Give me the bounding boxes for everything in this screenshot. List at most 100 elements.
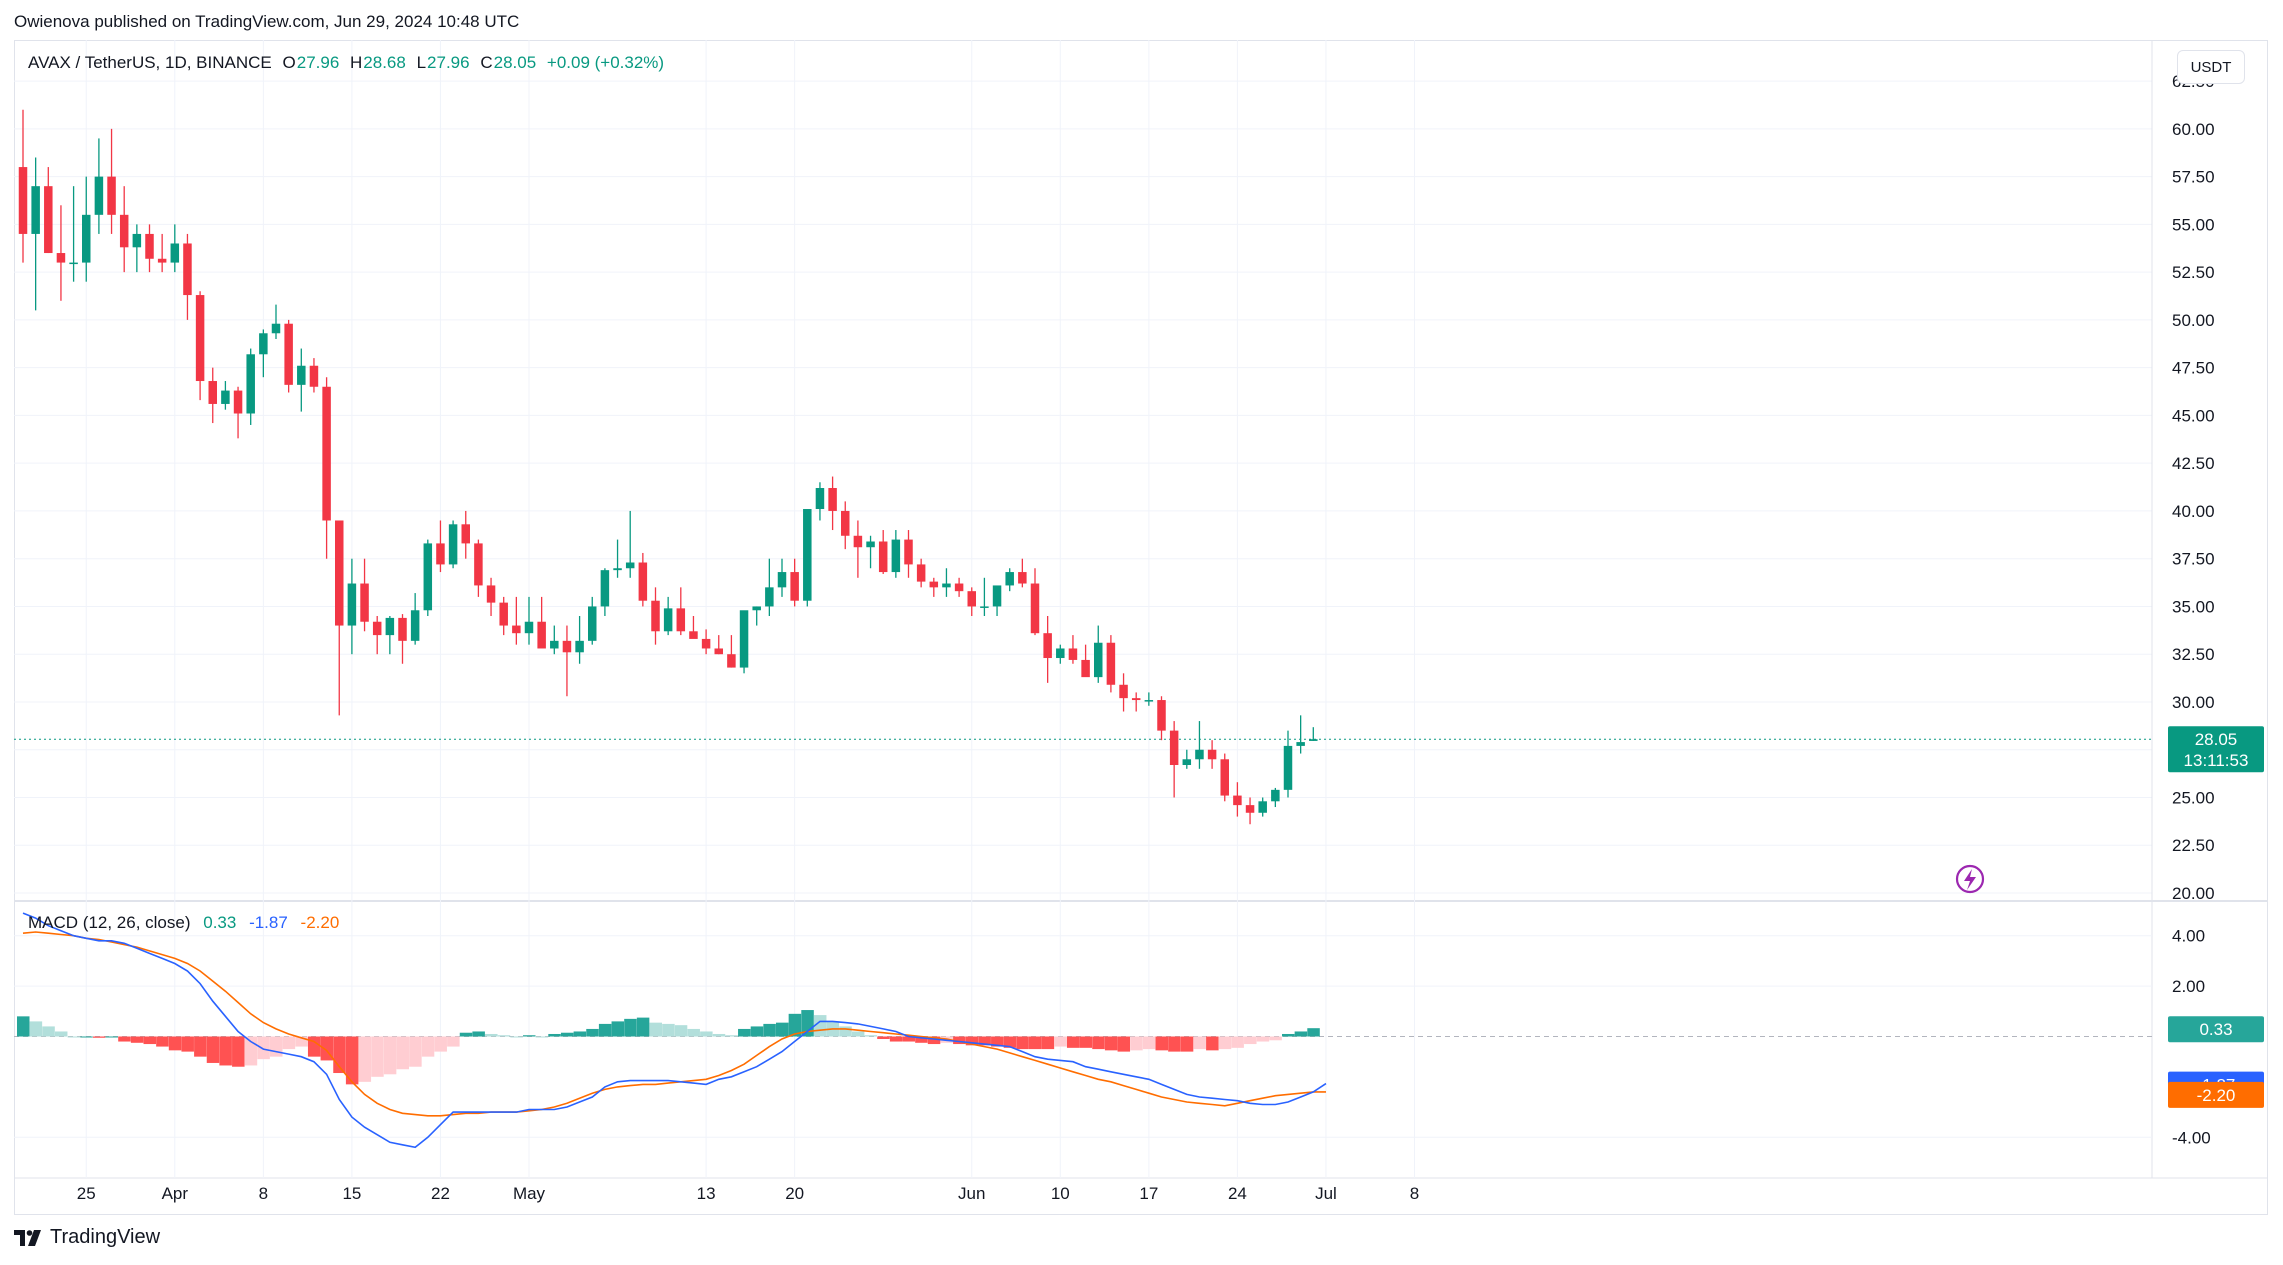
macd-histogram-bar <box>674 1025 688 1037</box>
time-tick-label: 10 <box>1051 1184 1070 1203</box>
macd-histogram-bar <box>573 1031 587 1037</box>
price-tick-label: 42.50 <box>2172 454 2215 473</box>
price-tick-label: 60.00 <box>2172 120 2215 139</box>
macd-histogram-bar <box>1003 1036 1017 1048</box>
close-label: C <box>480 53 493 72</box>
currency-button[interactable]: USDT <box>2177 50 2245 84</box>
lightning-icon[interactable] <box>1955 864 1985 894</box>
macd-histogram-bar <box>738 1028 751 1037</box>
candle-body <box>625 562 635 569</box>
candle-body <box>360 583 369 622</box>
candle-body <box>119 214 129 248</box>
macd-histogram-bar <box>80 1036 93 1038</box>
macd-histogram-bar <box>358 1036 372 1082</box>
macd-histogram-bar <box>687 1028 700 1037</box>
candle <box>423 539 433 616</box>
candle <box>69 186 78 282</box>
candle <box>1030 568 1040 636</box>
macd-histogram-bar <box>902 1036 915 1042</box>
macd-signal-badge: -2.20 <box>2168 1081 2264 1108</box>
candle <box>651 587 660 645</box>
macd-histogram-bar <box>118 1036 131 1042</box>
candle-body <box>575 640 584 653</box>
candle <box>1296 715 1305 754</box>
macd-histogram-bar <box>485 1033 498 1037</box>
candle <box>1056 644 1065 664</box>
candle-body <box>183 243 192 296</box>
candle <box>297 348 306 412</box>
candlestick-series <box>18 109 1318 825</box>
macd-histogram-bar <box>1307 1028 1320 1037</box>
candle-body <box>714 648 723 655</box>
candle-body <box>474 543 483 586</box>
price-tick-label: 25.00 <box>2172 788 2215 807</box>
time-tick-label: 17 <box>1139 1184 1158 1203</box>
macd-hist-badge-bg <box>2168 1016 2264 1043</box>
macd-hist-badge: 0.33 <box>2168 1016 2264 1043</box>
macd-title[interactable]: MACD (12, 26, close) <box>28 913 191 932</box>
macd-histogram-bar <box>712 1033 726 1037</box>
candle <box>638 552 648 607</box>
candle <box>208 367 217 424</box>
macd-histogram-bar <box>105 1036 119 1038</box>
time-tick-label: Jul <box>1315 1184 1337 1203</box>
candle <box>1131 692 1141 712</box>
macd-signal-badge-text: -2.20 <box>2197 1086 2236 1105</box>
candle-body <box>1157 700 1166 731</box>
candle-body <box>56 253 66 263</box>
macd-histogram-bar <box>788 1013 802 1037</box>
candle <box>259 329 268 378</box>
macd-histogram-bar <box>965 1036 979 1046</box>
chart-frame <box>14 40 2268 1215</box>
macd-histogram-bar <box>143 1036 156 1045</box>
candle-body <box>372 621 382 636</box>
brand[interactable]: TradingView <box>14 1226 160 1249</box>
candle-body <box>1271 789 1280 802</box>
candle-body <box>562 640 572 653</box>
candle-body <box>727 654 736 668</box>
candle-body <box>537 621 546 649</box>
candle-body <box>929 581 939 588</box>
candle-body <box>803 509 812 601</box>
candle <box>56 205 66 301</box>
macd-histogram-bar <box>1066 1036 1080 1048</box>
time-tick-label: 20 <box>785 1184 804 1203</box>
candle-body <box>195 295 205 382</box>
candle-body <box>1018 572 1027 584</box>
candle-body <box>233 390 243 414</box>
candle <box>575 616 584 664</box>
candle-body <box>1081 659 1090 678</box>
candle <box>600 568 610 616</box>
macd-histogram-bar <box>1054 1036 1067 1047</box>
candle <box>436 520 445 573</box>
candle <box>512 596 521 645</box>
candle-body <box>44 186 53 254</box>
macd-histogram-bar <box>472 1031 485 1037</box>
candle-body <box>246 354 255 414</box>
price-tick-label: 40.00 <box>2172 502 2215 521</box>
candle-body <box>69 262 78 265</box>
candle-body <box>739 610 749 668</box>
macd-histogram-bar <box>624 1018 637 1037</box>
candle-body <box>916 564 926 582</box>
symbol-name[interactable]: AVAX / TetherUS, 1D, BINANCE <box>28 53 272 72</box>
candle <box>44 167 53 254</box>
candle-body <box>790 572 799 601</box>
candle-body <box>18 167 28 234</box>
macd-histogram-bar <box>1231 1036 1244 1048</box>
candle-body <box>1309 739 1318 741</box>
candle <box>1005 568 1014 592</box>
time-tick-label: 24 <box>1228 1184 1247 1203</box>
candle-body <box>385 617 395 636</box>
candle-body <box>1043 633 1052 659</box>
time-tick-label: Jun <box>958 1184 985 1203</box>
time-tick-label: 8 <box>1410 1184 1419 1203</box>
candle-body <box>297 365 306 385</box>
price-badge: 28.05 13:11:53 <box>2168 726 2264 773</box>
macd-histogram-bar <box>953 1036 966 1045</box>
candle-body <box>841 510 850 536</box>
candle-body <box>689 631 698 639</box>
macd-signal-badge-bg <box>2168 1081 2264 1108</box>
